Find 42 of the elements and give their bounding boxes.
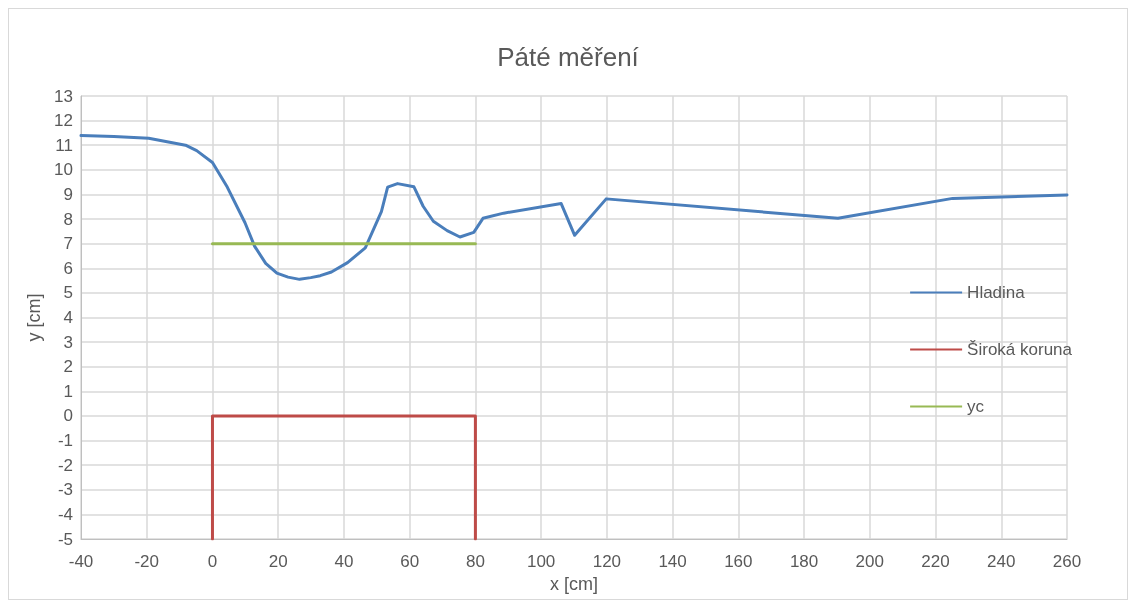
x-tick-label: 180 xyxy=(789,552,819,571)
chart-title: Páté měření xyxy=(497,42,640,72)
x-tick-label: 260 xyxy=(1052,552,1082,571)
legend-label: Hladina xyxy=(967,283,1026,302)
x-tick-label: 40 xyxy=(334,552,354,571)
x-tick-label: -40 xyxy=(68,552,94,571)
y-tick-label: 2 xyxy=(63,357,73,377)
x-tick-label: 0 xyxy=(207,552,218,571)
x-tick-label: -20 xyxy=(134,552,160,571)
y-tick-label: 6 xyxy=(63,258,73,278)
x-tick-label: 80 xyxy=(465,552,485,571)
x-tick-label: 200 xyxy=(855,552,884,571)
legend-label: Široká koruna xyxy=(967,340,1073,359)
y-tick-label: -4 xyxy=(57,504,73,524)
x-tick-label: 20 xyxy=(268,552,288,571)
y-tick-label: -3 xyxy=(57,480,73,500)
line-series xyxy=(79,134,1069,281)
legend-label: yc xyxy=(967,397,985,416)
x-tick-label: 240 xyxy=(987,552,1016,571)
y-tick-label: 10 xyxy=(54,160,73,180)
x-tick-label: 220 xyxy=(921,552,950,571)
y-tick-label: 11 xyxy=(55,135,73,155)
y-tick-label: 9 xyxy=(63,184,73,204)
y-tick-label: 4 xyxy=(63,308,73,327)
y-tick-label: 1 xyxy=(63,381,73,401)
y-tick-label: 8 xyxy=(63,209,73,229)
x-tick-label: 60 xyxy=(400,552,420,571)
y-tick-label: -1 xyxy=(57,431,73,451)
y-axis-title: y [cm] xyxy=(24,293,45,342)
x-tick-label: 160 xyxy=(724,552,753,571)
y-tick-label: -5 xyxy=(57,529,73,549)
x-tick-label: 120 xyxy=(592,552,622,571)
x-axis-title: x [cm] xyxy=(550,574,598,594)
y-tick-label: 7 xyxy=(63,234,73,254)
y-tick-label: 5 xyxy=(63,283,73,303)
y-tick-label: -2 xyxy=(57,455,73,475)
y-tick-label: 0 xyxy=(63,406,73,426)
y-tick-label: 13 xyxy=(54,86,73,106)
y-tick-label: 3 xyxy=(63,332,73,352)
y-tick-label: 12 xyxy=(54,111,73,131)
x-tick-label: 140 xyxy=(658,552,687,571)
x-tick-label: 100 xyxy=(526,552,556,571)
